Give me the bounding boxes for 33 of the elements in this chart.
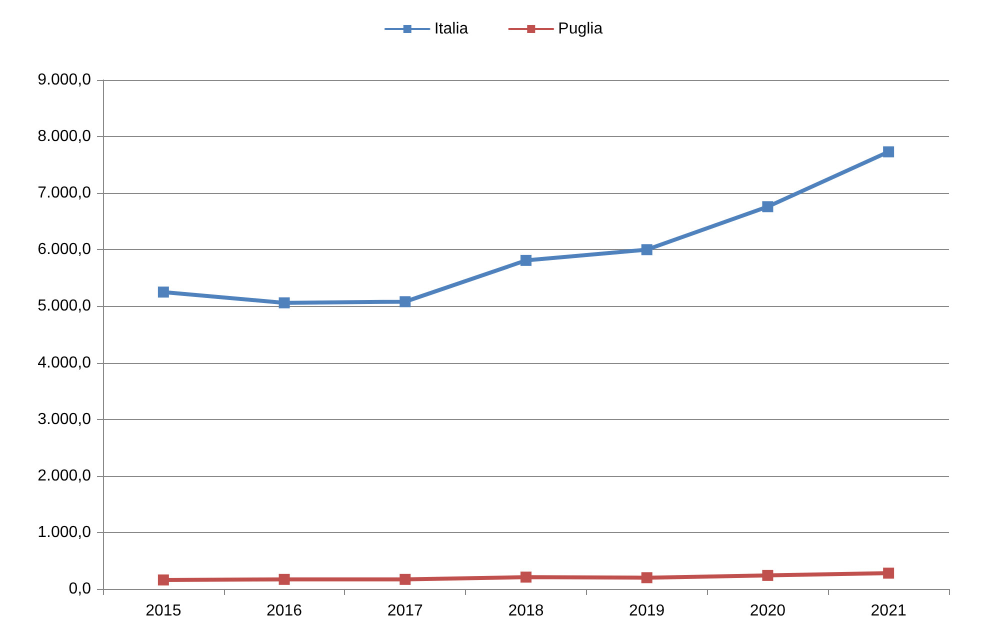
y-tick-label: 4.000,0: [38, 354, 92, 372]
x-tick-label: 2016: [266, 602, 302, 620]
point: [883, 146, 894, 158]
y-tick-label: 6.000,0: [38, 241, 92, 258]
y-tick-label: 8.000,0: [38, 128, 92, 146]
point: [641, 244, 652, 256]
legend-label: Puglia: [558, 20, 603, 38]
point: [883, 568, 894, 579]
x-tick-label: 2017: [387, 602, 424, 620]
point: [762, 201, 774, 212]
x-tick-label: 2018: [508, 602, 544, 620]
point: [641, 572, 652, 584]
point: [278, 574, 290, 585]
y-tick-label: 1.000,0: [38, 524, 92, 541]
point: [400, 296, 411, 308]
x-tick-label: 2020: [750, 602, 786, 620]
y-tick-label: 2.000,0: [38, 467, 92, 484]
point: [520, 254, 532, 266]
legend-label: Italia: [434, 20, 468, 38]
x-tick-label: 2021: [870, 602, 906, 620]
y-tick-label: 0,0: [68, 580, 92, 598]
point: [400, 574, 411, 585]
point: [520, 572, 532, 583]
point: [158, 286, 169, 298]
y-tick-label: 3.000,0: [38, 410, 92, 428]
x-tick-label: 2019: [629, 602, 665, 620]
y-tick-label: 7.000,0: [38, 184, 92, 202]
point: [762, 570, 774, 581]
point: [158, 574, 169, 586]
x-tick-label: 2015: [146, 602, 182, 620]
point: [278, 297, 290, 308]
y-tick-label: 5.000,0: [38, 298, 92, 315]
y-tick-label: 9.000,0: [38, 72, 92, 88]
